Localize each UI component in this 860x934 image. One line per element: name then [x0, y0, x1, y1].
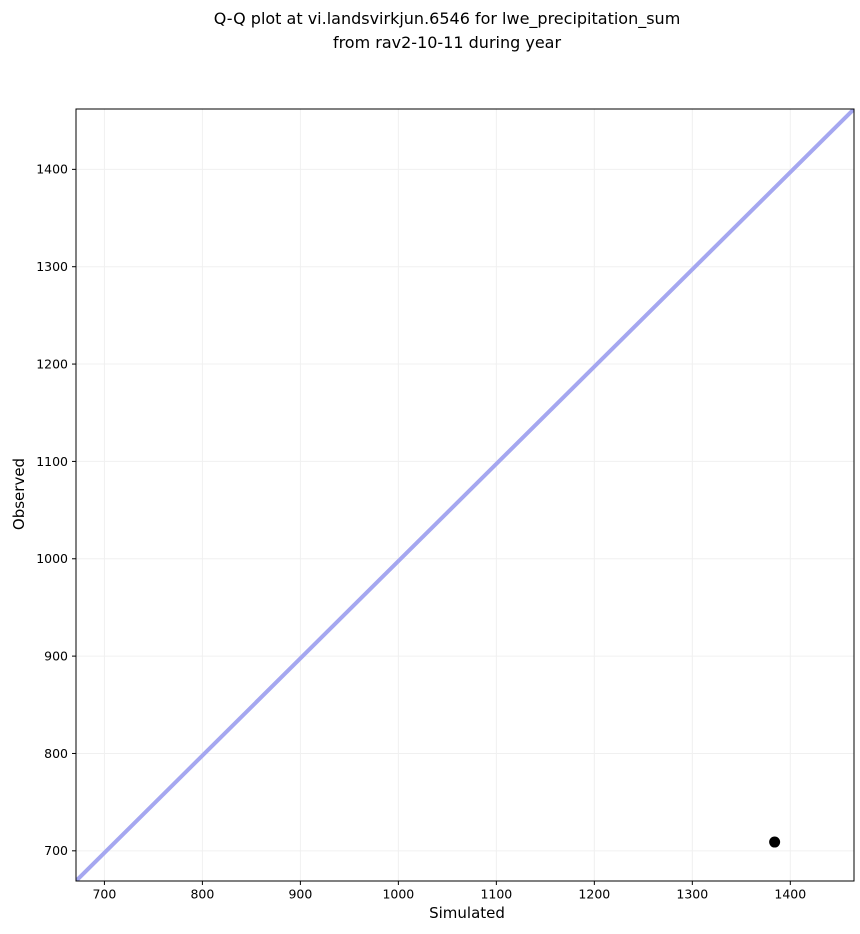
- reference-line: [76, 109, 854, 881]
- plot-border: [75, 108, 855, 882]
- y-tick-label: 1400: [36, 162, 68, 177]
- x-tick-label: 1100: [480, 887, 512, 902]
- y-tick-label: 1100: [36, 454, 68, 469]
- x-tick-label: 800: [190, 887, 214, 902]
- x-axis-label: Simulated: [429, 904, 505, 922]
- y-tick-label: 1300: [36, 259, 68, 274]
- y-tick-label: 1000: [36, 551, 68, 566]
- y-tick-label: 1200: [36, 356, 68, 371]
- x-tick-label: 1200: [578, 887, 610, 902]
- x-tick-label: 1000: [382, 887, 414, 902]
- y-tick-label: 800: [44, 746, 68, 761]
- data-point: [769, 836, 781, 848]
- y-tick-label: 700: [44, 843, 68, 858]
- x-tick-label: 900: [288, 887, 312, 902]
- x-tick-label: 1400: [774, 887, 806, 902]
- x-tick-label: 700: [92, 887, 116, 902]
- x-tick-label: 1300: [676, 887, 708, 902]
- y-tick-label: 900: [44, 648, 68, 663]
- chart-title: Q-Q plot at vi.landsvirkjun.6546 for lwe…: [213, 9, 681, 52]
